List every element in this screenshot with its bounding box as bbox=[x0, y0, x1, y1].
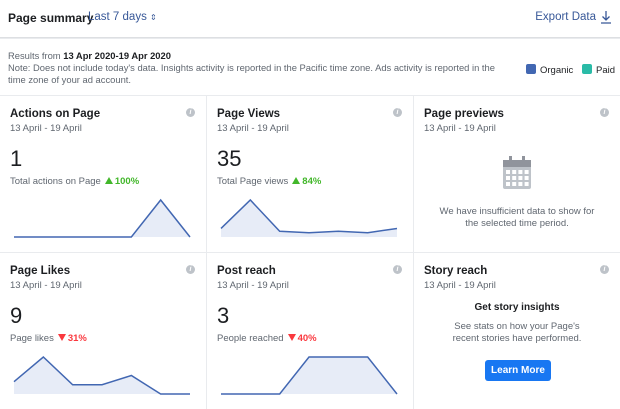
legend-swatch bbox=[582, 64, 592, 74]
sparkline-area bbox=[14, 357, 190, 394]
metric-change-value: 31% bbox=[67, 333, 87, 344]
card-title: Story reach bbox=[424, 265, 488, 277]
trend-arrow-shape bbox=[57, 334, 66, 341]
card-title: Page previews bbox=[424, 108, 504, 120]
promo-heading: Get story insights bbox=[474, 302, 560, 313]
promo-message: See stats on how your Page's recent stor… bbox=[452, 321, 582, 344]
note: Note: Does not include today's data. Ins… bbox=[8, 62, 495, 85]
metric-change-value: 100% bbox=[114, 176, 140, 187]
results-range: 13 Apr 2020-19 Apr 2020 bbox=[63, 50, 171, 61]
sparkline bbox=[220, 198, 398, 237]
insight-card: Story reach 13 April - 19 April i Get story… bbox=[414, 253, 620, 409]
info-icon[interactable]: i bbox=[186, 265, 195, 274]
legend-label: Organic bbox=[540, 65, 574, 76]
metric-label: Page likes bbox=[10, 333, 54, 344]
sparkline bbox=[221, 356, 398, 395]
results-line: Results from 13 Apr 2020-19 Apr 2020 bbox=[8, 50, 171, 61]
sparkline-line bbox=[221, 356, 398, 395]
card-title: Page Views bbox=[217, 108, 281, 120]
date-range-dropdown[interactable]: Last 7 days ⇕ bbox=[88, 11, 157, 23]
metric-label-row: Total actions on Page 100% bbox=[10, 176, 139, 187]
metric-label: Total Page views bbox=[217, 176, 289, 187]
card-title: Page Likes bbox=[10, 265, 71, 277]
insight-card: Post reach 13 April - 19 April i 3 People re… bbox=[207, 253, 413, 409]
info-icon[interactable]: i bbox=[600, 108, 609, 117]
metric-value: 9 bbox=[10, 303, 23, 328]
card-title: Actions on Page bbox=[10, 108, 101, 120]
card-period: 13 April - 19 April bbox=[10, 280, 82, 291]
metric-change-value: 84% bbox=[302, 176, 322, 187]
page-title: Page summary bbox=[8, 11, 94, 25]
export-data[interactable]: Export Data bbox=[535, 11, 596, 23]
card-period: 13 April - 19 April bbox=[424, 123, 496, 134]
date-range[interactable]: Last 7 days bbox=[88, 11, 147, 23]
empty-message: We have insufficient data to show for th… bbox=[439, 206, 595, 229]
legend-item: Organic bbox=[526, 64, 573, 76]
trend-arrow bbox=[104, 177, 113, 184]
legend-item: Paid bbox=[582, 64, 615, 76]
card-title: Post reach bbox=[217, 265, 276, 277]
metric-value: 3 bbox=[217, 303, 230, 328]
metric-value: 35 bbox=[217, 146, 242, 171]
calendar-icon bbox=[503, 156, 531, 189]
metric-change: 100% bbox=[104, 176, 140, 187]
metric-change: 31% bbox=[57, 333, 87, 344]
info-icon[interactable]: i bbox=[393, 108, 402, 117]
metric-label-row: Page likes 31% bbox=[10, 333, 87, 344]
info-icon[interactable]: i bbox=[186, 108, 195, 117]
metric-label-row: People reached 40% bbox=[217, 333, 317, 344]
sparkline-area bbox=[221, 357, 397, 394]
legend-swatch bbox=[526, 64, 536, 74]
card-period: 13 April - 19 April bbox=[424, 280, 496, 291]
insight-card: Page Likes 13 April - 19 April i 9 Page like… bbox=[0, 253, 206, 409]
trend-arrow-shape bbox=[292, 177, 301, 184]
sparkline-area bbox=[14, 200, 190, 237]
insight-card: Page Views 13 April - 19 April i 35 Total Pa… bbox=[207, 96, 413, 252]
sparkline-line bbox=[14, 198, 191, 238]
trend-arrow-shape bbox=[104, 177, 113, 184]
card-period: 13 April - 19 April bbox=[217, 280, 289, 291]
legend-label: Paid bbox=[596, 65, 616, 76]
trend-arrow bbox=[287, 334, 296, 341]
trend-arrow-shape bbox=[287, 334, 296, 341]
metric-change-value: 40% bbox=[297, 333, 317, 344]
results-prefix: Results from bbox=[8, 50, 61, 61]
sparkline bbox=[13, 355, 190, 395]
info-panel: Results from 13 Apr 2020-19 Apr 2020 Not… bbox=[0, 39, 620, 95]
sparkline-area bbox=[221, 200, 397, 237]
metric-value: 1 bbox=[10, 146, 23, 171]
sparkline-line bbox=[13, 355, 190, 395]
metric-change: 40% bbox=[287, 333, 317, 344]
sparkline bbox=[14, 198, 191, 238]
insight-card: Page previews 13 April - 19 April i We have… bbox=[414, 96, 620, 252]
learn-more-button[interactable]: Learn More bbox=[485, 360, 551, 381]
metric-label: Total actions on Page bbox=[10, 176, 101, 187]
trend-arrow bbox=[292, 177, 301, 184]
sparkline-line bbox=[220, 198, 398, 234]
header: Page summary Last 7 days ⇕ Export Data bbox=[0, 0, 620, 38]
metric-label: People reached bbox=[217, 333, 284, 344]
info-icon[interactable]: i bbox=[393, 265, 402, 274]
metric-label-row: Total Page views 84% bbox=[217, 176, 321, 187]
card-period: 13 April - 19 April bbox=[10, 123, 82, 134]
metric-change: 84% bbox=[292, 176, 321, 187]
download-icon[interactable] bbox=[600, 10, 612, 24]
card-period: 13 April - 19 April bbox=[217, 123, 289, 134]
info-icon[interactable]: i bbox=[600, 265, 609, 274]
trend-arrow bbox=[57, 334, 66, 341]
insight-card: Actions on Page 13 April - 19 April i 1 Tota… bbox=[0, 96, 206, 252]
